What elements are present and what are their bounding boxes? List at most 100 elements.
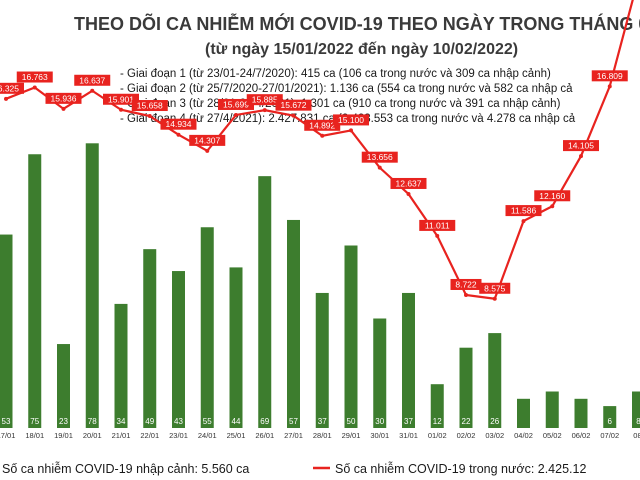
line-point [205,148,210,153]
x-tick-label: 28/01 [313,431,332,440]
bar-21-01 [114,303,128,428]
line-label-bg [450,278,482,290]
bar-04-02 [517,398,530,428]
line-value-label: 15.936 [51,93,77,103]
bar-17-01 [0,234,13,428]
x-tick-label: 25/01 [227,431,246,440]
line-label-bg [563,140,599,152]
line-point [320,133,325,138]
x-ticks-group: 17/01 18/01 19/01 20/01 21/01 22/01 23/01 24/01… [0,431,640,440]
line-label-bg [160,118,197,130]
bar-06-02 [574,398,588,428]
bar-value-label: 8 [636,417,640,426]
line-point [406,191,411,196]
bar-value-label: 50 [347,417,356,426]
x-tick-label: 01/02 [428,431,447,440]
bar-value-label: 53 [2,417,11,426]
bar-value-label: 49 [145,417,154,426]
line-point [147,114,152,119]
x-tick-label: 21/01 [112,431,131,440]
bar-value-label: 37 [404,417,413,426]
bar-31-01 [402,292,415,428]
line-point [377,165,382,170]
bar-value-label: 26 [490,417,499,426]
line-value-label: 15.885 [252,95,278,105]
line-value-label: 14.307 [194,135,220,145]
line-point [176,132,181,137]
line-label-bg [534,190,571,202]
bar-value-label: 23 [59,417,68,426]
line-label-bg [131,100,168,112]
line-label-bg [333,114,369,126]
bar-22-01 [143,249,157,428]
bar-30-01 [373,318,387,428]
bar-value-label: 12 [433,417,442,426]
x-tick-label: 07/02 [600,431,619,440]
x-tick-label: 22/01 [140,431,159,440]
line-value-label: 14.105 [568,141,594,151]
bar-23-01 [172,271,185,428]
note-phase-2: - Giai đoạn 2 (từ 25/7/2020-27/01/2021):… [120,83,573,95]
legend: Số ca nhiễm COVID-19 nhập cảnh: 5.560 ca… [2,461,586,476]
x-tick-label: 24/01 [198,431,217,440]
bar-value-label: 44 [232,417,241,426]
line-point [90,88,95,93]
bars-group: 53 75 23 78 34 49 43 55 44 69 57 37 50 30 37 12 22 26 6 8 [0,143,640,429]
x-tick-label: 19/01 [54,431,73,440]
line-value-label: 8.722 [455,279,477,289]
line-value-label: 16.325 [0,83,19,93]
line-point [607,84,612,89]
bar-03-02 [488,333,502,428]
line-point [61,106,66,111]
bar-29-01 [344,245,358,428]
x-tick-label: 27/01 [284,431,303,440]
line-label-bg [479,282,511,294]
x-tick-label: 04/02 [514,431,533,440]
line-value-label: 14.892 [309,120,335,130]
line-value-label: 12.160 [539,191,565,201]
x-tick-label: 06/02 [572,431,591,440]
bar-08- [632,391,640,428]
line-value-label: 15.901 [108,94,134,104]
line-label-bg [361,151,398,163]
bar-02-02 [459,347,473,428]
line-label-bg [390,177,427,189]
line-point [464,292,468,297]
bar-19-01 [57,344,70,428]
line-label-bg [591,70,628,82]
line-label-bg [505,205,542,217]
line-value-label: 13.656 [367,152,393,162]
line-point [4,96,8,101]
line-label-bg [304,119,341,131]
bar-value-label: 37 [318,417,327,426]
line-value-label: 11.586 [511,206,537,216]
line-point [579,154,583,159]
x-tick-label: 05/02 [543,431,562,440]
bar-28-01 [315,292,329,428]
line-label-bg [74,74,111,86]
bar-value-label: 30 [375,417,384,426]
line-value-label: 15.100 [338,115,364,125]
line-point [234,112,238,117]
bar-07-02 [603,406,617,428]
bar-26-01 [258,176,272,428]
line-value-label: 8.575 [484,283,506,293]
line-label-bg [0,82,24,94]
bar-value-label: 55 [203,417,212,426]
note-phase-1: - Giai đoạn 1 (từ 23/01-24/7/2020): 415 … [120,68,551,80]
x-tick-label: 20/01 [83,431,102,440]
x-tick-label: 30/01 [370,431,389,440]
x-tick-label: 31/01 [399,431,418,440]
legend-line-text: Số ca nhiễm COVID-19 trong nước: 2.425.1… [335,461,586,476]
line-point [349,128,353,133]
chart-title: THEO DÕI CA NHIỄM MỚI COVID-19 THEO NGÀY… [74,13,640,34]
bar-01-02 [430,384,444,428]
line-label-bg [218,98,254,110]
line-label-bg [246,94,283,106]
line-point [492,296,497,301]
line-value-label: 15.658 [137,101,163,111]
legend-bar-text: Số ca nhiễm COVID-19 nhập cảnh: 5.560 ca [2,461,249,476]
bar-20-01 [85,143,99,429]
x-tick-label: 08/ [633,431,640,440]
